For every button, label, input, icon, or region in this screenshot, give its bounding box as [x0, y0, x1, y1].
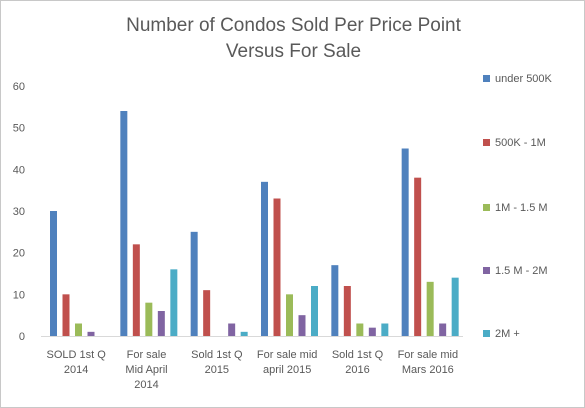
y-tick-label: 50 — [13, 123, 25, 135]
x-tick-label: For sale Mid April 2014 — [125, 349, 167, 391]
chart-title: Number of Condos Sold Per Price Point Ve… — [1, 13, 585, 69]
y-tick-label: 40 — [13, 164, 25, 176]
x-tick-label-line: For sale mid — [257, 349, 318, 361]
legend-label: 2M + — [495, 328, 520, 340]
bar — [311, 286, 318, 336]
bar — [228, 323, 236, 336]
x-tick-label-line: Sold 1st Q — [332, 349, 384, 361]
bar — [261, 181, 268, 336]
legend-swatch — [483, 267, 490, 274]
y-tick-label: 10 — [13, 289, 25, 301]
legend-label: under 500K — [495, 73, 553, 85]
bar — [50, 211, 57, 336]
x-tick-label-line: SOLD 1st Q — [47, 349, 107, 361]
bar — [286, 294, 293, 336]
x-tick-label-line: Mars 2016 — [402, 364, 454, 376]
x-tick-label-line: 2014 — [64, 364, 88, 376]
bar — [273, 198, 281, 336]
bar — [451, 277, 459, 336]
legend-swatch — [483, 204, 490, 211]
bar — [190, 231, 198, 336]
y-tick-label: 30 — [13, 206, 25, 218]
y-tick-label: 0 — [19, 331, 25, 343]
x-tick-label: Sold 1st Q 2015 — [191, 349, 243, 376]
bar — [368, 327, 376, 336]
x-tick-label: Sold 1st Q 2016 — [332, 349, 384, 376]
bar — [356, 323, 364, 336]
bar — [132, 244, 140, 336]
bar — [75, 323, 82, 336]
legend-swatch — [483, 330, 490, 337]
x-tick-label-line: 2015 — [205, 364, 229, 376]
bar — [426, 281, 434, 336]
legend-label: 1M - 1.5 M — [495, 202, 548, 214]
legend-swatch — [483, 75, 490, 82]
bar — [203, 290, 211, 336]
bar — [87, 331, 95, 336]
bar — [298, 315, 306, 336]
x-tick-label-line: april 2015 — [263, 364, 311, 376]
bar — [170, 269, 178, 336]
y-tick-label: 60 — [13, 81, 25, 93]
chart-title-line-1: Number of Condos Sold Per Price Point — [126, 15, 461, 36]
x-tick-label-line: 2016 — [345, 364, 369, 376]
y-tick-label: 20 — [13, 248, 25, 260]
bar — [62, 294, 70, 336]
x-tick-label-line: For sale — [127, 349, 167, 361]
x-tick-label-line: 2014 — [134, 379, 158, 391]
bar — [240, 331, 248, 336]
x-tick-label-line: For sale mid — [398, 349, 459, 361]
bar — [145, 302, 153, 336]
x-tick-label: For sale mid Mars 2016 — [398, 349, 459, 376]
x-tick-label-line: Mid April — [125, 364, 167, 376]
x-tick-label: SOLD 1st Q 2014 — [47, 349, 107, 376]
x-tick-label: For sale mid april 2015 — [257, 349, 318, 376]
bar — [120, 111, 128, 336]
x-tick-label-line: Sold 1st Q — [191, 349, 243, 361]
legend-label: 500K - 1M — [495, 137, 546, 149]
bar — [157, 311, 165, 336]
bar — [401, 148, 409, 336]
bar — [414, 177, 422, 336]
bar — [381, 323, 389, 336]
chart-title-line-2: Versus For Sale — [225, 41, 362, 62]
bar — [331, 265, 339, 336]
bar — [343, 286, 351, 336]
bar — [439, 323, 447, 336]
legend-label: 1.5 M - 2M — [495, 265, 548, 277]
legend-swatch — [483, 139, 490, 146]
